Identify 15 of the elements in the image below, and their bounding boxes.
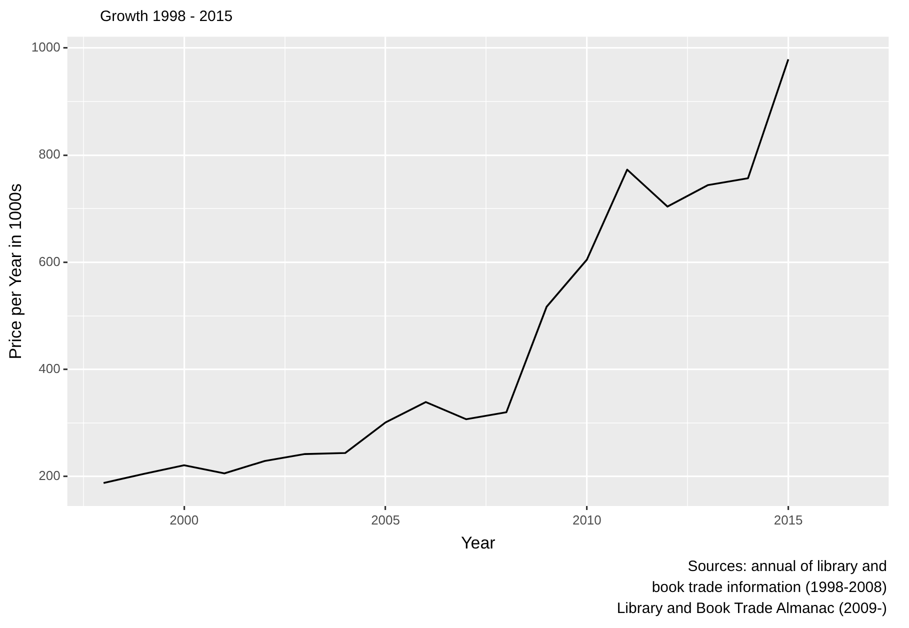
- text: book trade information (1998-2008): [650, 578, 887, 598]
- x-tick-label: 2010: [572, 512, 602, 528]
- source-note: Sources: annual of library and: [686, 557, 887, 577]
- y-axis-title: Price per Year in 1000s: [6, 184, 25, 360]
- chart-title: Growth 1998 - 2015: [100, 8, 233, 25]
- x-tick-label: 2015: [774, 512, 803, 528]
- y-tick-label: 1000: [31, 40, 60, 55]
- y-tick-label: 200: [38, 468, 60, 484]
- y-tick-label: 800: [38, 146, 60, 162]
- y-tick-label: 400: [38, 360, 60, 376]
- text: Library and Book Trade Almanac (2009-): [616, 599, 887, 619]
- x-axis-title: Year: [460, 533, 496, 552]
- x-tick-label: 2005: [371, 512, 400, 528]
- y-tick-label: 600: [38, 254, 60, 269]
- x-tick-label: 2000: [170, 512, 199, 528]
